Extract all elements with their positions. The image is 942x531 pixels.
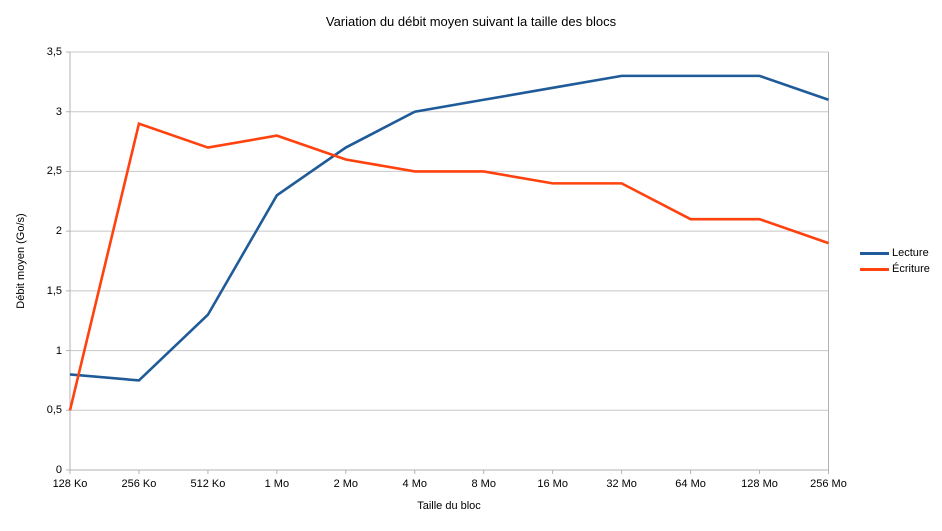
y-tick-label: 1,5: [46, 284, 62, 297]
legend-label-lecture: Lecture: [892, 247, 929, 259]
legend: Lecture Écriture: [860, 245, 930, 277]
x-tick-label: 4 Mo: [402, 478, 427, 490]
x-tick-label: 16 Mo: [537, 478, 568, 490]
y-tick-label: 3: [55, 105, 62, 118]
y-tick-label: 0: [55, 464, 62, 476]
x-tick-label: 64 Mo: [675, 478, 706, 490]
legend-item-criture: Écriture: [860, 261, 930, 277]
legend-swatch-criture: [860, 267, 889, 271]
chart-title: Variation du débit moyen suivant la tail…: [325, 14, 617, 29]
y-axis-title: Débit moyen (Go/s): [15, 213, 27, 309]
x-tick-label: 256 Ko: [121, 478, 157, 490]
legend-item-lecture: Lecture: [860, 245, 930, 261]
x-tick-label: 32 Mo: [606, 478, 637, 490]
y-tick-label: 2: [55, 225, 62, 238]
x-tick-label: 128 Ko: [52, 478, 88, 490]
y-tick-label: 1: [55, 344, 62, 357]
plot-border: [69, 52, 829, 470]
legend-label-criture: Écriture: [892, 263, 930, 275]
x-axis-title: Taille du bloc: [417, 500, 481, 512]
series-line-criture: [68, 121, 829, 411]
y-tick-label: 2,5: [46, 165, 62, 178]
series-line-lecture: [69, 74, 829, 382]
x-tick-label: 1 Mo: [264, 478, 290, 490]
y-tick-label: 0,5: [46, 404, 62, 417]
x-tick-label: 128 Mo: [741, 478, 778, 490]
x-tick-label: 512 Ko: [190, 478, 226, 490]
x-tick-label: 2 Mo: [333, 478, 359, 490]
y-tick-label: 3,5: [46, 46, 62, 58]
x-tick-label: 8 Mo: [471, 478, 496, 490]
legend-swatch-lecture: [860, 251, 889, 255]
x-tick-label: 256 Mo: [810, 478, 847, 490]
